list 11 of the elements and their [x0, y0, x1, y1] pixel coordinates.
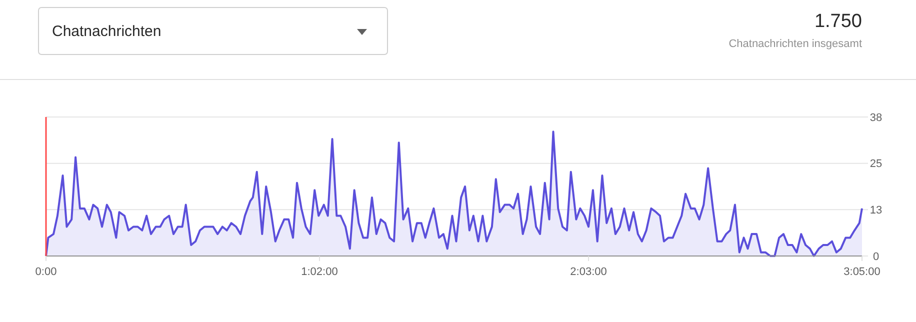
y-tick-label: 25 — [870, 158, 882, 170]
x-tick-label: 2:03:00 — [570, 266, 607, 278]
x-tick-label: 1:02:00 — [301, 266, 338, 278]
y-tick-label: 13 — [870, 204, 882, 217]
y-tick-label: 0 — [872, 250, 880, 263]
x-tick-label: 0:00 — [35, 266, 57, 278]
text: Chatnachrichten insgesamt — [728, 38, 862, 50]
chart-title: Chatnachrichten — [52, 23, 162, 40]
text: 1.750 — [814, 11, 862, 32]
x-tick-label: 3:05:00 — [844, 266, 880, 278]
y-tick-label: 38 — [870, 112, 882, 124]
